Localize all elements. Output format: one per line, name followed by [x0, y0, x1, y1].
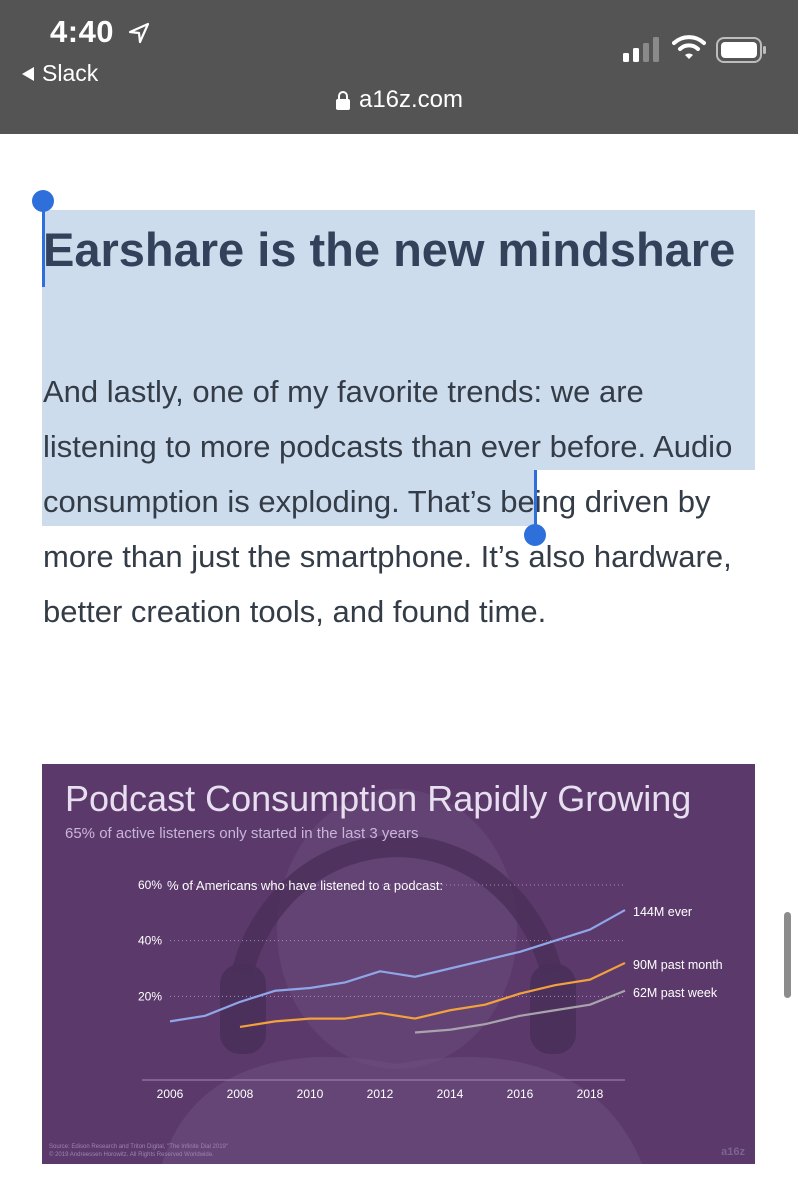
text-selection-highlight [42, 210, 755, 470]
x-tick-label: 2008 [227, 1087, 254, 1101]
status-bar: 4:40 Slack a16z.com [0, 0, 798, 134]
text-selection-highlight [42, 470, 536, 526]
url-bar[interactable]: a16z.com [0, 86, 798, 114]
selection-end-caret [534, 470, 537, 528]
back-label: Slack [42, 60, 99, 86]
chart-title: % of Americans who have listened to a po… [167, 878, 443, 893]
location-arrow-icon [128, 22, 150, 44]
article-heading: Earshare is the new mindshare [43, 223, 736, 276]
a16z-logo: a16z [721, 1146, 745, 1158]
slide-copyright-note: © 2019 Andreessen Horowitz. All Rights R… [49, 1152, 214, 1158]
series-label: 90M past month [633, 958, 723, 972]
back-to-slack-button[interactable]: Slack [22, 60, 98, 87]
lock-icon [335, 91, 350, 110]
series-line [414, 989, 626, 1034]
page-scrollbar[interactable] [784, 912, 791, 998]
y-tick-label: 60% [138, 878, 162, 892]
podcast-slide-image: Podcast Consumption Rapidly Growing 65% … [42, 764, 755, 1164]
selection-start-caret [42, 203, 45, 287]
clock-time: 4:40 [50, 14, 115, 49]
y-tick-label: 40% [138, 934, 162, 948]
slide-title: Podcast Consumption Rapidly Growing [65, 778, 692, 819]
x-tick-label: 2018 [577, 1087, 604, 1101]
x-tick-label: 2012 [367, 1087, 394, 1101]
selection-start-handle[interactable] [32, 190, 54, 212]
x-tick-label: 2006 [157, 1087, 184, 1101]
selection-end-handle[interactable] [524, 524, 546, 546]
series-line [169, 909, 626, 1023]
series-label: 62M past week [633, 986, 718, 1000]
slide-source-note: Source: Edison Research and Triton Digit… [49, 1144, 229, 1150]
article-paragraph: And lastly, one of my favorite trends: w… [43, 374, 733, 629]
wifi-icon [672, 35, 706, 59]
x-tick-label: 2014 [437, 1087, 464, 1101]
cellular-signal-icon [623, 37, 659, 62]
slide-subtitle: 65% of active listeners only started in … [65, 825, 419, 842]
url-text: a16z.com [358, 86, 464, 113]
y-tick-label: 20% [138, 989, 162, 1003]
back-triangle-icon [22, 66, 34, 81]
podcast-line-chart: % of Americans who have listened to a po… [138, 878, 723, 1101]
battery-icon [716, 37, 766, 63]
x-tick-label: 2016 [507, 1087, 534, 1101]
series-label: 144M ever [633, 905, 692, 919]
headphones-listener-silhouette [162, 789, 642, 1164]
series-line [239, 961, 626, 1029]
x-tick-label: 2010 [297, 1087, 324, 1101]
